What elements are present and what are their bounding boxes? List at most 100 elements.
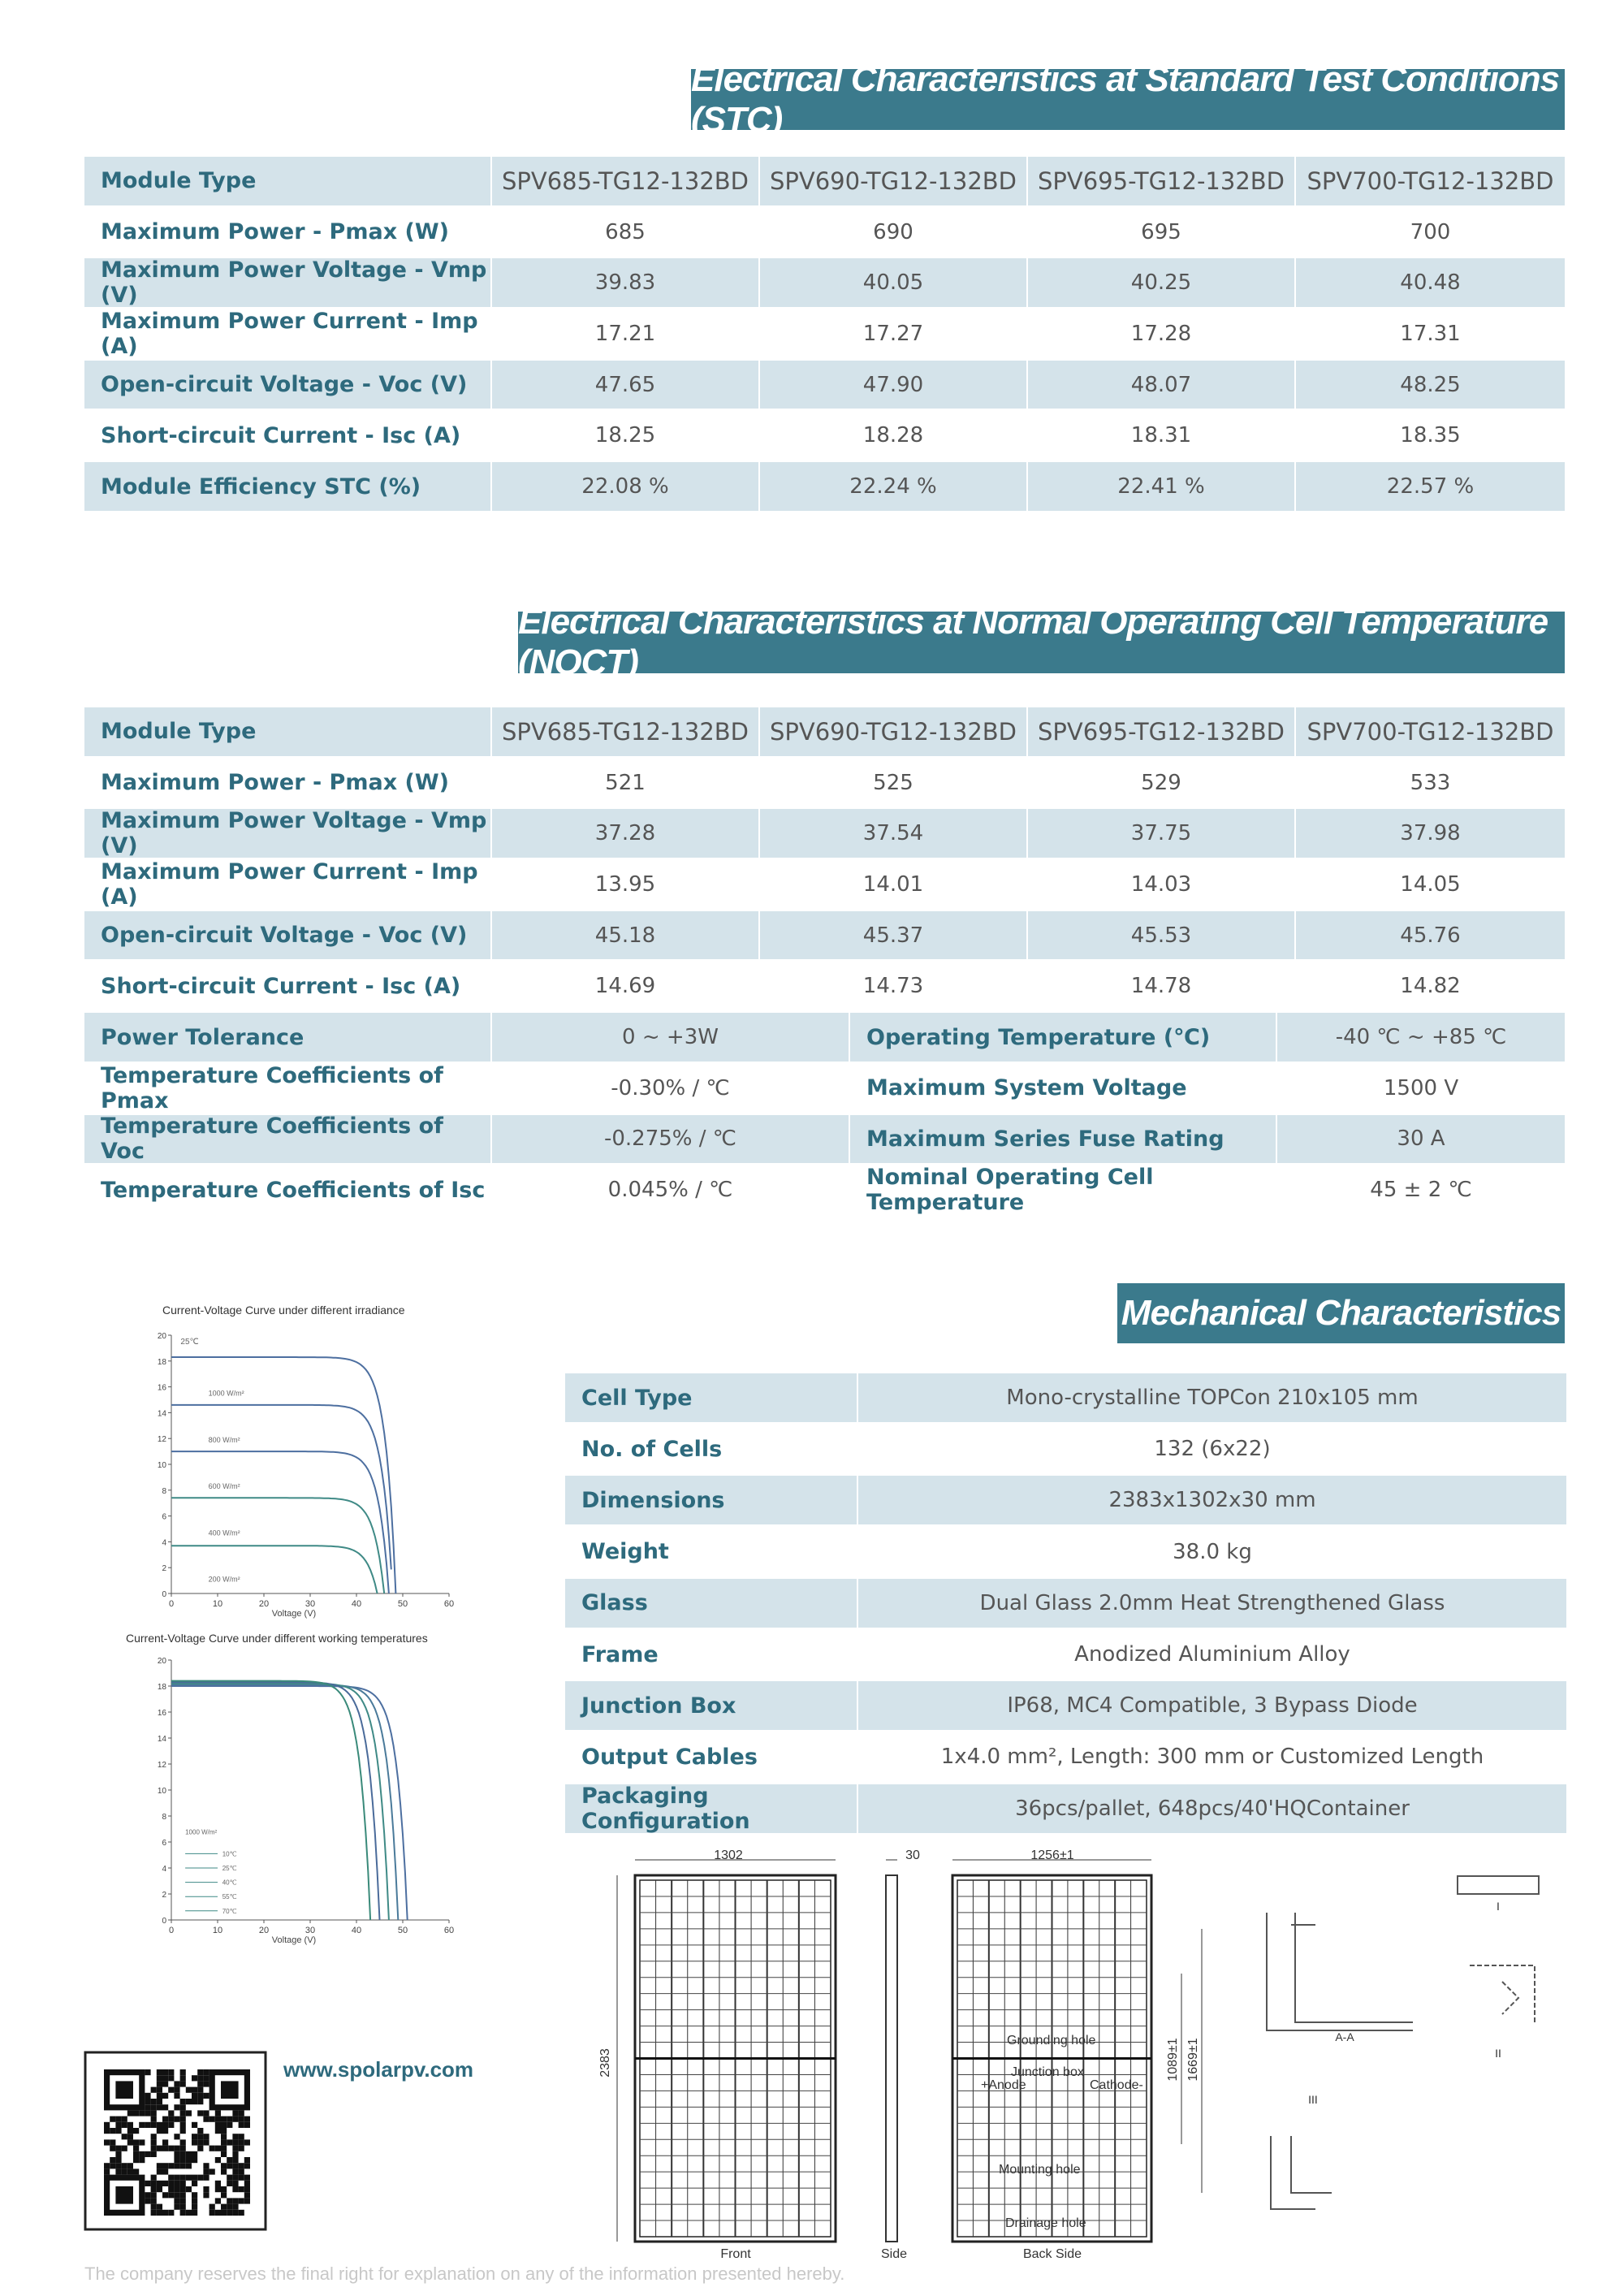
qr-module <box>244 2163 250 2169</box>
y-tick-label: 18 <box>158 1683 167 1692</box>
qr-module <box>238 2145 244 2151</box>
y-tick-label: 12 <box>158 1435 167 1444</box>
qr-module <box>115 2157 122 2164</box>
qr-module <box>214 2110 221 2117</box>
row-label: Open-circuit Voltage - Voc (V) <box>84 910 490 960</box>
qr-module <box>168 2163 175 2169</box>
cell-value: 40.05 <box>760 258 1026 308</box>
qr-module <box>104 2121 110 2128</box>
cell-value: SPV690-TG12-132BD <box>760 157 1026 205</box>
row-label: Output Cables <box>581 1744 758 1770</box>
qr-module <box>179 2209 186 2216</box>
qr-module <box>168 2192 175 2199</box>
drawing-label: 1302 <box>714 1848 743 1862</box>
qr-module <box>238 2110 244 2117</box>
qr-module <box>168 2209 175 2216</box>
qr-module <box>168 2086 175 2093</box>
y-tick-label: 12 <box>158 1761 167 1770</box>
curve-label: 600 W/m² <box>209 1482 240 1490</box>
qr-module <box>156 2186 162 2193</box>
cell-value: SPV685-TG12-132BD <box>492 707 758 756</box>
cell-value: 38.0 kg <box>1173 1539 1252 1564</box>
qr-module <box>244 2186 250 2193</box>
row-label: Short-circuit Current - Isc (A) <box>101 973 461 999</box>
cell-value: SPV700-TG12-132BD <box>1296 157 1565 205</box>
qr-module <box>185 2209 192 2216</box>
qr-module <box>197 2099 204 2105</box>
qr-module <box>197 2174 204 2181</box>
y-tick-label: 18 <box>158 1358 167 1367</box>
qr-module <box>203 2192 209 2199</box>
y-tick-label: 2 <box>162 1564 166 1573</box>
y-tick-label: 20 <box>158 1332 167 1341</box>
y-tick-label: 8 <box>162 1813 166 1822</box>
chart-title: Current-Voltage Curve under different wo… <box>126 1632 428 1645</box>
qr-module <box>150 2186 157 2193</box>
cell-value: 529 <box>1141 770 1181 795</box>
qr-module <box>244 2116 250 2122</box>
qr-module <box>192 2151 198 2157</box>
qr-module <box>121 2116 127 2122</box>
cell-value: SPV695-TG12-132BD <box>1028 157 1294 205</box>
qr-module <box>150 2116 157 2122</box>
qr-module <box>127 2168 133 2175</box>
qr-module <box>150 2134 157 2140</box>
qr-module <box>192 2203 198 2210</box>
cell-value: 690 <box>873 219 914 244</box>
qr-module <box>174 2186 180 2193</box>
qr-module <box>168 2145 175 2151</box>
qr-module <box>192 2134 198 2140</box>
qr-module <box>127 2139 133 2146</box>
side-view <box>885 1874 898 2242</box>
qr-module <box>232 2209 239 2216</box>
qr-module <box>244 2180 250 2186</box>
cell-value: Anodized Aluminium Alloy <box>1074 1642 1350 1667</box>
drawing-label: Drainage hole <box>1005 2216 1086 2230</box>
cell-value: 700 <box>1410 219 1451 244</box>
drawing-label: Mounting hole <box>999 2163 1081 2177</box>
iv-curve <box>171 1356 397 1594</box>
qr-module <box>150 2086 157 2093</box>
detail <box>1270 2136 1332 2210</box>
qr-module <box>227 2203 233 2210</box>
cell-value: 0 ~ +3W <box>492 1013 849 1062</box>
qr-module <box>150 2203 157 2210</box>
qr-module <box>209 2203 215 2210</box>
cell-value: 39.83 <box>492 258 758 308</box>
x-tick-label: 60 <box>444 1599 454 1609</box>
qr-module <box>179 2069 186 2076</box>
qr-module <box>174 2134 180 2140</box>
qr-module <box>197 2092 204 2099</box>
qr-module <box>145 2198 151 2204</box>
cell-value: 525 <box>873 770 914 795</box>
qr-module <box>156 2075 162 2082</box>
qr-module <box>139 2110 145 2117</box>
qr-module <box>203 2092 209 2099</box>
qr-module <box>214 2198 221 2204</box>
qr-module <box>150 2121 157 2128</box>
qr-module <box>192 2192 198 2199</box>
qr-module <box>185 2086 192 2093</box>
x-tick-label: 20 <box>259 1599 269 1609</box>
cell-value: 22.24 % <box>760 462 1026 511</box>
qr-module <box>203 2116 209 2122</box>
row-label: Maximum Series Fuse Rating <box>850 1114 1276 1164</box>
qr-module <box>156 2099 162 2105</box>
cell-value: 521 <box>605 770 646 795</box>
qr-module <box>156 2168 162 2175</box>
cell-value: Mono-crystalline TOPCon 210x105 mm <box>858 1373 1566 1422</box>
qr-module <box>221 2134 227 2140</box>
qr-finder <box>115 2081 133 2099</box>
qr-module <box>197 2086 204 2093</box>
cell-value: 45.53 <box>1028 910 1294 960</box>
qr-module <box>156 2086 162 2093</box>
qr-module <box>179 2121 186 2128</box>
row-label: Module Type <box>84 157 490 205</box>
qr-module <box>145 2099 151 2105</box>
cell-value: 17.28 <box>1130 321 1192 346</box>
cell-value: 37.98 <box>1296 809 1565 858</box>
y-tick-label: 16 <box>158 1709 167 1718</box>
qr-module <box>179 2151 186 2157</box>
y-tick-label: 16 <box>158 1384 167 1393</box>
iv-curve <box>171 1545 378 1594</box>
